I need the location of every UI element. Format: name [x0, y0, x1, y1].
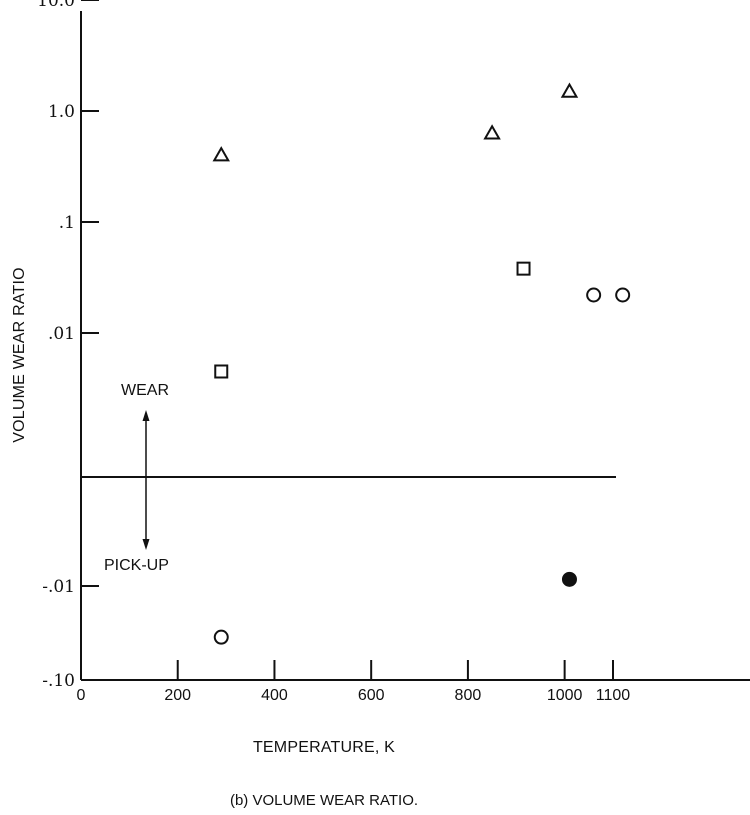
- triangle-point: [560, 82, 579, 98]
- y-tick-label: 1.0: [48, 102, 75, 122]
- triangle-point: [483, 124, 501, 140]
- y-tick-label: -.01: [42, 577, 75, 597]
- circle-point: [586, 287, 602, 303]
- x-tick-label: 800: [455, 687, 482, 704]
- wear-arrowhead-icon: [142, 410, 150, 421]
- x-tick-label: 1100: [596, 687, 631, 704]
- annotations: WEAR PICK-UP: [104, 382, 169, 574]
- x-ticks: 0 200 400 600 800 1000 1100: [77, 660, 631, 704]
- y-tick-label: -.10: [42, 671, 75, 691]
- filled-circle-point: [561, 571, 577, 587]
- data-points: [212, 82, 631, 645]
- pickup-annotation: PICK-UP: [104, 557, 169, 574]
- square-point: [214, 364, 229, 379]
- circle-point: [615, 287, 631, 303]
- pickup-arrowhead-icon: [142, 539, 150, 550]
- wear-annotation: WEAR: [121, 382, 169, 399]
- triangle-point: [212, 146, 230, 162]
- x-tick-label: 0: [77, 687, 86, 704]
- y-ticks: 10.0 1.0 .1 .01 -.01 -.10: [37, 0, 99, 691]
- x-axis-title: TEMPERATURE, K: [253, 739, 395, 756]
- circle-point: [213, 629, 229, 645]
- y-tick-label: .1: [59, 213, 75, 233]
- figure-caption: (b) VOLUME WEAR RATIO.: [230, 792, 418, 809]
- x-tick-label: 400: [261, 687, 288, 704]
- axes: [80, 11, 750, 681]
- y-tick-label: .01: [48, 324, 75, 344]
- y-axis-title: VOLUME WEAR RATIO: [11, 267, 28, 443]
- square-point: [516, 261, 531, 276]
- y-tick-label: 10.0: [37, 0, 75, 11]
- x-tick-label: 1000: [547, 687, 583, 704]
- x-tick-label: 200: [164, 687, 191, 704]
- x-tick-label: 600: [358, 687, 385, 704]
